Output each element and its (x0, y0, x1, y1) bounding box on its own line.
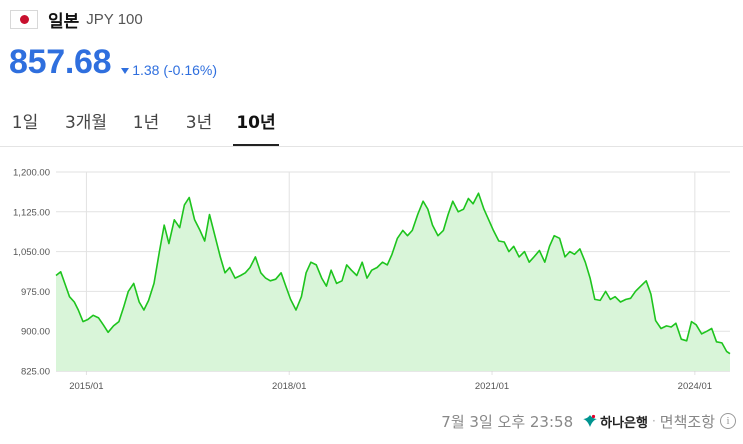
y-tick-label: 975.00 (21, 287, 50, 298)
x-tick-label: 2015/01 (69, 381, 103, 392)
disclaimer-link[interactable]: 면책조항 (659, 412, 715, 431)
tab-label: 1일 (11, 113, 39, 133)
tab-3-years[interactable]: 3년 (182, 104, 216, 144)
tab-10-years[interactable]: 10년 (233, 104, 279, 146)
chart-footer: 7월 3일 오후 23:58 하나은행 · 면책조항 i (441, 410, 736, 432)
series-area (56, 193, 730, 371)
quote-row: 857.68 1.38 (-0.16%) (9, 43, 217, 82)
update-timestamp: 7월 3일 오후 23:58 (441, 412, 574, 431)
y-tick-label: 825.00 (21, 367, 50, 378)
bank-source: 하나은행 (582, 412, 648, 431)
down-triangle-icon (121, 68, 130, 74)
y-tick-label: 1,050.00 (13, 247, 50, 258)
currency-header: 일본 JPY 100 (10, 9, 143, 32)
x-tick-label: 2021/01 (475, 381, 509, 392)
x-tick-label: 2018/01 (272, 381, 306, 392)
y-tick-label: 1,125.00 (13, 207, 50, 218)
country-name: 일본 (48, 11, 80, 32)
series-line (55, 192, 731, 355)
tab-1-day[interactable]: 1일 (9, 104, 41, 144)
bank-name: 하나은행 (600, 415, 648, 431)
tab-divider (0, 146, 743, 147)
tab-label: 3개월 (64, 113, 108, 133)
footer-separator: · (651, 414, 656, 428)
flag-sun-dot (19, 14, 29, 24)
hana-bank-logo-icon (583, 414, 598, 427)
price-change: 1.38 (-0.16%) (121, 62, 217, 78)
info-circle-icon[interactable]: i (720, 413, 736, 429)
price-change-value: 1.38 (-0.16%) (132, 62, 218, 78)
tab-label: 3년 (185, 113, 213, 133)
chart-svg: 825.00 900.00 975.00 1,050.00 1,125.00 1,200.… (13, 168, 731, 392)
tab-1-year[interactable]: 1년 (130, 104, 162, 144)
tab-label: 1년 (132, 113, 160, 133)
x-tick-label: 2024/01 (678, 381, 712, 392)
y-tick-label: 1,200.00 (13, 168, 50, 179)
japan-flag-icon (10, 9, 38, 29)
currency-code: JPY 100 (86, 10, 143, 28)
tab-label: 10년 (236, 113, 276, 133)
tab-3-months[interactable]: 3개월 (60, 104, 112, 144)
y-tick-label: 900.00 (21, 327, 50, 338)
exchange-rate-chart[interactable]: 825.00 900.00 975.00 1,050.00 1,125.00 1,200.… (0, 150, 743, 400)
period-tabs: 1일 3개월 1년 3년 10년 (0, 104, 743, 146)
current-price: 857.68 (9, 43, 112, 81)
